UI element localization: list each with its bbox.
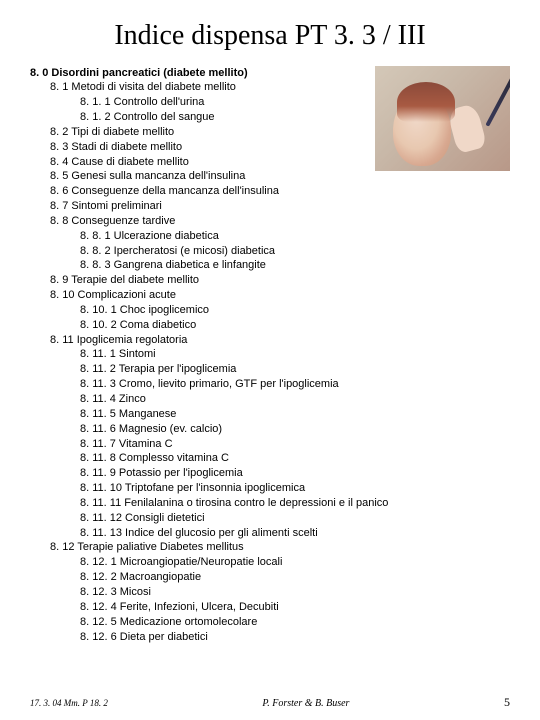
- toc-entry: 8. 11. 7 Vitamina C: [30, 437, 510, 452]
- toc-entry: 8. 8. 3 Gangrena diabetica e linfangite: [30, 258, 510, 273]
- footer-authors: P. Forster & B. Buser: [262, 698, 349, 709]
- toc-entry: 8. 11. 4 Zinco: [30, 392, 510, 407]
- toc-entry: 8. 10. 1 Choc ipoglicemico: [30, 303, 510, 318]
- photo-lancet-shape: [485, 76, 510, 126]
- footer-page-number: 5: [504, 695, 510, 710]
- toc-entry: 8. 11. 10 Triptofane per l'insonnia ipog…: [30, 481, 510, 496]
- toc-entry: 8. 11. 3 Cromo, lievito primario, GTF pe…: [30, 377, 510, 392]
- toc-entry: 8. 12. 2 Macroangiopatie: [30, 570, 510, 585]
- toc-entry: 8. 8. 1 Ulcerazione diabetica: [30, 229, 510, 244]
- toc-entry: 8. 8 Conseguenze tardive: [30, 214, 510, 229]
- content-area: 8. 0 Disordini pancreatici (diabete mell…: [30, 66, 510, 644]
- toc-entry: 8. 11. 1 Sintomi: [30, 347, 510, 362]
- photo-hand-shape: [447, 103, 488, 154]
- toc-entry: 8. 12. 1 Microangiopatie/Neuropatie loca…: [30, 555, 510, 570]
- toc-entry: 8. 7 Sintomi preliminari: [30, 199, 510, 214]
- toc-entry: 8. 9 Terapie del diabete mellito: [30, 273, 510, 288]
- toc-entry: 8. 5 Genesi sulla mancanza dell'insulina: [30, 169, 510, 184]
- toc-entry: 8. 11 Ipoglicemia regolatoria: [30, 333, 510, 348]
- toc-entry: 8. 11. 5 Manganese: [30, 407, 510, 422]
- toc-entry: 8. 11. 6 Magnesio (ev. calcio): [30, 422, 510, 437]
- toc-entry: 8. 11. 11 Fenilalanina o tirosina contro…: [30, 496, 510, 511]
- toc-entry: 8. 8. 2 Ipercheratosi (e micosi) diabeti…: [30, 244, 510, 259]
- footer-date-ref: 17. 3. 04 Mm. P 18. 2: [30, 698, 108, 708]
- toc-entry: 8. 12. 3 Micosi: [30, 585, 510, 600]
- toc-entry: 8. 12. 6 Dieta per diabetici: [30, 630, 510, 645]
- toc-entry: 8. 12. 5 Medicazione ortomolecolare: [30, 615, 510, 630]
- diabetes-test-photo: [375, 66, 510, 171]
- toc-entry: 8. 11. 9 Potassio per l'ipoglicemia: [30, 466, 510, 481]
- toc-entry: 8. 10. 2 Coma diabetico: [30, 318, 510, 333]
- toc-entry: 8. 11. 13 Indice del glucosio per gli al…: [30, 526, 510, 541]
- toc-entry: 8. 11. 12 Consigli dietetici: [30, 511, 510, 526]
- toc-entry: 8. 10 Complicazioni acute: [30, 288, 510, 303]
- page-footer: 17. 3. 04 Mm. P 18. 2 P. Forster & B. Bu…: [30, 695, 510, 710]
- toc-entry: 8. 6 Conseguenze della mancanza dell'ins…: [30, 184, 510, 199]
- page-title: Indice dispensa PT 3. 3 / III: [30, 20, 510, 52]
- toc-entry: 8. 12. 4 Ferite, Infezioni, Ulcera, Decu…: [30, 600, 510, 615]
- toc-entry: 8. 12 Terapie paliative Diabetes mellitu…: [30, 540, 510, 555]
- toc-entry: 8. 11. 8 Complesso vitamina C: [30, 451, 510, 466]
- toc-entry: 8. 11. 2 Terapia per l'ipoglicemia: [30, 362, 510, 377]
